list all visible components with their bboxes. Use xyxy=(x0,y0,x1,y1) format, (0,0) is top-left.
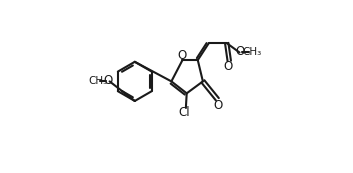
Text: O: O xyxy=(224,60,233,73)
Text: Cl: Cl xyxy=(178,106,190,119)
Text: O: O xyxy=(235,45,245,58)
Text: O: O xyxy=(177,48,186,62)
Text: CH₃: CH₃ xyxy=(242,47,261,57)
Text: CH₃: CH₃ xyxy=(89,76,108,85)
Text: O: O xyxy=(213,99,222,112)
Text: O: O xyxy=(104,74,113,87)
